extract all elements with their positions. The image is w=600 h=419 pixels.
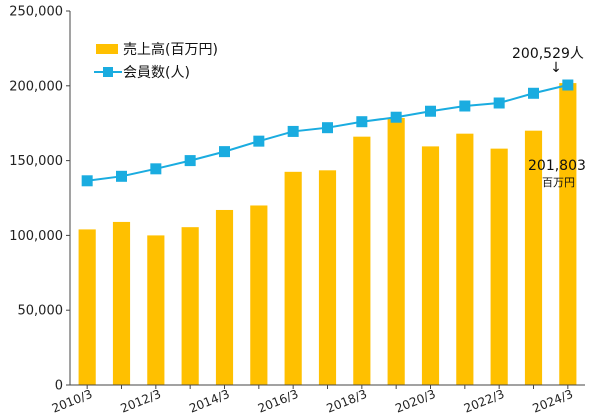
member-point-2011/3	[116, 170, 127, 182]
annotation-sales-unit: 百万円	[542, 176, 575, 189]
bar-2017/3	[318, 170, 337, 385]
member-point-2022/3	[493, 97, 505, 109]
x-tick-label: 2024/3	[531, 387, 575, 416]
y-tick-label: 100,000	[9, 229, 63, 244]
member-point-2016/3	[287, 125, 299, 137]
annotation-sales: 201,803	[528, 158, 586, 174]
member-point-2014/3	[219, 146, 230, 158]
y-axis-ticks: 0 50,000 100,000 150,000 200,000 250,000	[9, 5, 70, 394]
member-point-2019/3	[390, 111, 402, 123]
y-tick-label: 250,000	[9, 5, 63, 20]
annotations: 200,529人 ↓ 201,803 百万円	[512, 46, 586, 189]
member-point-2023/3	[528, 87, 539, 99]
bar-2021/3	[456, 133, 474, 385]
member-point-2018/3	[356, 116, 368, 128]
member-point-2015/3	[253, 135, 265, 147]
bar-2019/3	[387, 117, 405, 386]
x-tick-label: 2012/3	[119, 387, 163, 416]
bar-2013/3	[181, 227, 199, 385]
legend: 売上高(百万円) 会員数(人)	[94, 41, 218, 81]
annotation-members-arrow: ↓	[550, 60, 562, 76]
bar-2023/3	[524, 130, 543, 385]
x-tick-label: 2020/3	[393, 387, 437, 416]
legend-line-marker	[103, 67, 113, 77]
legend-line-label: 会員数(人)	[123, 65, 190, 81]
member-point-2013/3	[184, 155, 196, 167]
y-tick-label: 200,000	[9, 79, 63, 94]
x-tick-label: 2014/3	[187, 387, 231, 416]
bar-2010/3	[78, 229, 96, 385]
bar-2018/3	[353, 136, 371, 385]
y-tick-label: 50,000	[18, 304, 64, 319]
bar-2016/3	[284, 171, 302, 385]
line-series	[81, 79, 574, 187]
x-tick-label: 2022/3	[462, 387, 506, 416]
legend-bar-label: 売上高(百万円)	[123, 41, 218, 58]
member-point-2021/3	[459, 100, 471, 112]
member-point-2017/3	[322, 122, 333, 134]
x-tick-label: 2018/3	[325, 387, 369, 416]
y-tick-label: 0	[55, 379, 63, 394]
bar-2024/3	[559, 83, 577, 385]
annotation-members: 200,529人	[512, 46, 584, 62]
bar-2012/3	[147, 235, 165, 385]
x-tick-label: 2016/3	[256, 387, 300, 416]
bar-2014/3	[215, 209, 234, 385]
member-point-2020/3	[425, 105, 436, 117]
bar-series	[78, 83, 577, 386]
bar-2022/3	[490, 148, 508, 385]
member-point-2010/3	[81, 175, 93, 187]
bar-2020/3	[421, 146, 440, 385]
member-point-2012/3	[150, 163, 162, 175]
x-axis-ticks: 2010/3 2012/3 2014/3 2016/3 2018/3 2020/3 2022…	[50, 385, 575, 416]
bar-2015/3	[250, 205, 268, 385]
legend-bar-swatch	[96, 44, 118, 54]
bar-2011/3	[112, 221, 131, 385]
y-tick-label: 150,000	[9, 154, 63, 169]
member-point-2024/3	[562, 79, 574, 91]
